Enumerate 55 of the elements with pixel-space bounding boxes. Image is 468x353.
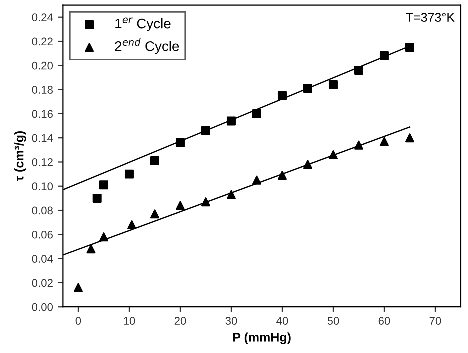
- point: [92, 194, 102, 203]
- point: [303, 160, 312, 170]
- point: [328, 80, 338, 90]
- point: [328, 150, 338, 160]
- y-tick-label: 0.12: [32, 158, 53, 166]
- y-tick-label: 0.14: [32, 134, 54, 142]
- point: [380, 52, 389, 60]
- x-tick-label: 40: [276, 317, 288, 325]
- point: [226, 190, 236, 200]
- y-tick-label: 0.24: [32, 14, 54, 22]
- y-tick-label: 0.20: [32, 62, 54, 70]
- x-tick-label: 60: [378, 317, 390, 325]
- point: [128, 220, 137, 230]
- point: [252, 109, 262, 118]
- y-tick-label: 0.08: [32, 206, 53, 215]
- y-tick-label: 0.22: [32, 38, 53, 46]
- x-tick-label: 20: [174, 317, 186, 325]
- point: [354, 140, 364, 150]
- x-tick-label: 10: [124, 317, 136, 325]
- point: [99, 180, 108, 190]
- y-tick-label: 0.04: [32, 255, 54, 263]
- point: [226, 116, 236, 126]
- point: [176, 201, 185, 210]
- legend-label: 2$^{end}$ Cycle: [115, 38, 180, 54]
- x-tick-label: 30: [226, 317, 238, 325]
- point: [201, 126, 210, 136]
- point: [150, 156, 160, 166]
- point: [150, 210, 160, 219]
- point: [405, 43, 414, 52]
- point: [201, 198, 210, 207]
- point: [99, 232, 108, 242]
- point: [124, 170, 134, 179]
- x-tick-label: 70: [430, 317, 442, 325]
- y-tick-label: 0.00: [32, 303, 54, 312]
- point: [303, 84, 312, 94]
- x-tick-label: 0: [76, 317, 82, 325]
- y-tick-label: 0.06: [32, 230, 53, 239]
- legend-label: 1$^{er}$ Cycle: [116, 18, 171, 32]
- y-tick-label: 0.18: [32, 86, 53, 94]
- point: [86, 244, 96, 254]
- point: [74, 283, 83, 292]
- point: [176, 138, 185, 148]
- point: [380, 137, 389, 146]
- x-axis-title: P (mmHg): [234, 332, 291, 344]
- point: [252, 176, 262, 185]
- y-tick-label: 0.02: [32, 279, 53, 288]
- point: [405, 134, 414, 143]
- point: [278, 171, 287, 180]
- point: [278, 91, 287, 100]
- x-tick-label: 50: [328, 317, 340, 325]
- y-tick-label: 0.10: [32, 182, 54, 191]
- y-axis-title: τ (cm³/g): [14, 131, 26, 182]
- y-tick-label: 0.16: [32, 110, 53, 118]
- annotation: T=373°K: [406, 13, 455, 22]
- point: [354, 66, 364, 75]
